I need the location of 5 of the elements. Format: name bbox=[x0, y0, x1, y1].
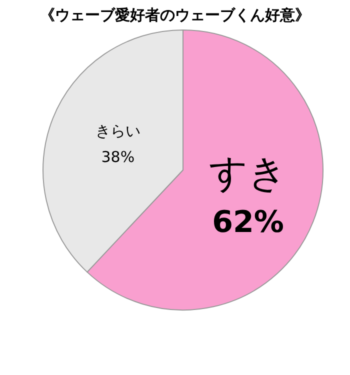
data-label: 62% bbox=[212, 204, 284, 240]
data-label: 38% bbox=[101, 148, 135, 166]
chart-title: 《ウェーブ愛好者のウェーブくん好意》 bbox=[40, 6, 310, 24]
slice-label: きらい bbox=[95, 122, 140, 140]
slice-label: すき bbox=[209, 150, 288, 195]
